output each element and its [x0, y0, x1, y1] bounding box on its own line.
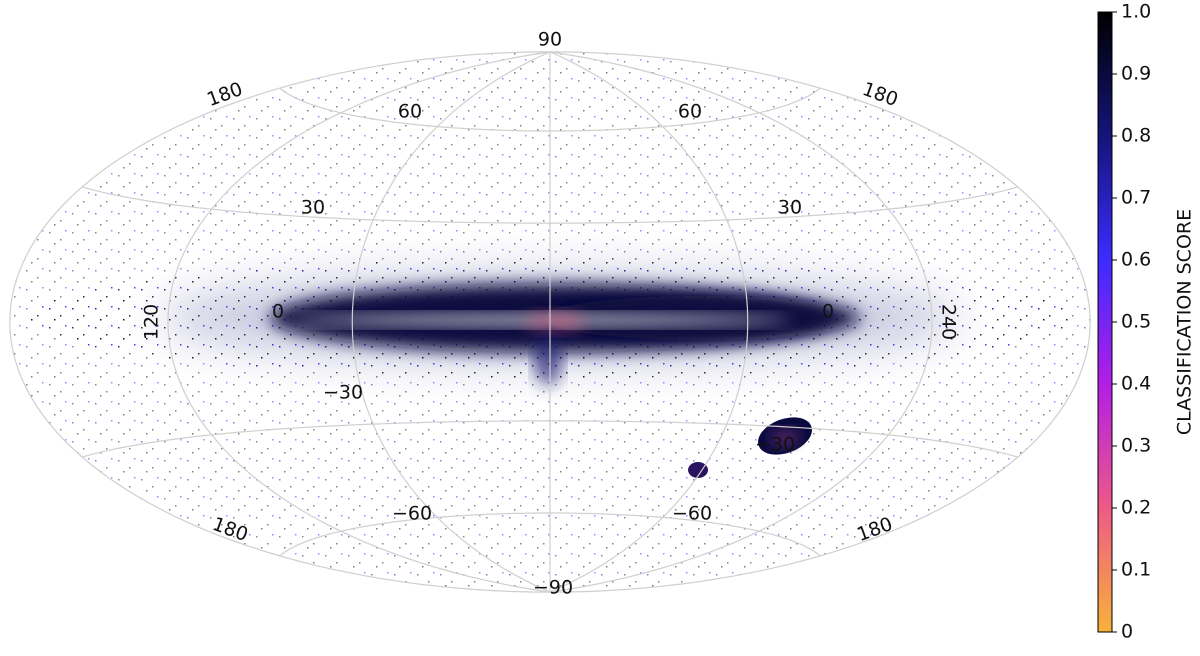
colorbar-tick-label: 0.7 [1121, 187, 1151, 209]
latitude-label: −30 [755, 434, 795, 456]
latitude-label: −60 [672, 503, 712, 525]
graticule [9, 51, 1091, 593]
parallel [81, 186, 1019, 224]
latitude-label: 30 [778, 197, 802, 219]
colorbar-tick-label: 0 [1121, 621, 1133, 643]
latitude-label: 60 [678, 101, 702, 123]
colorbar-tick-label: 0.8 [1121, 125, 1151, 147]
colorbar-label: CLASSIFICATION SCORE [1174, 209, 1196, 435]
longitude-label: 120 [141, 304, 163, 340]
latitude-label: 90 [538, 29, 562, 51]
colorbar-tick-label: 0.6 [1121, 249, 1151, 271]
longitude-label: 0 [272, 301, 284, 323]
longitude-label: 0 [822, 301, 834, 323]
parallel [279, 512, 821, 557]
latitude-label: 60 [398, 101, 422, 123]
latitude-label: −30 [323, 382, 363, 404]
colorbar-tick-label: 0.1 [1121, 559, 1151, 581]
colorbar-tick-label: 0.2 [1121, 497, 1151, 519]
colorbar [1097, 11, 1113, 633]
parallel [81, 420, 1019, 458]
colorbar-tick-label: 0.4 [1121, 373, 1151, 395]
parallel [279, 87, 821, 132]
colorbar-tick-label: 0.3 [1121, 435, 1151, 457]
longitude-label: 240 [938, 304, 960, 340]
latitude-label: −90 [533, 577, 573, 599]
colorbar-tick-label: 1.0 [1121, 1, 1151, 23]
colorbar-tick-label: 0.9 [1121, 63, 1151, 85]
colorbar-tick-label: 0.5 [1121, 311, 1151, 333]
latitude-label: −60 [392, 503, 432, 525]
latitude-label: 30 [301, 197, 325, 219]
